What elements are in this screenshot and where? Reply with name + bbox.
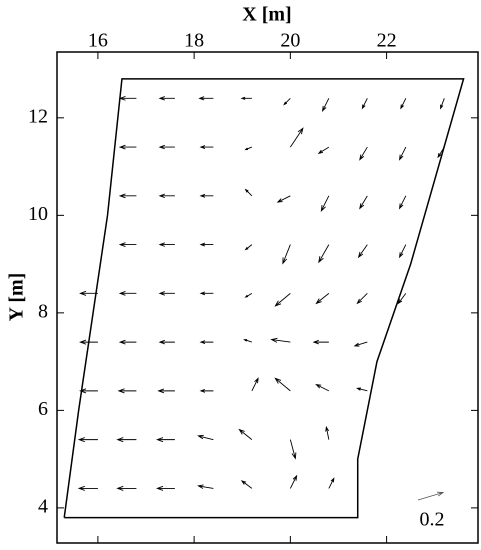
vector-arrow — [274, 293, 291, 307]
vector-arrow — [244, 244, 253, 251]
vector-arrow — [240, 96, 252, 100]
vector-arrow — [158, 144, 175, 150]
vector-arrow — [353, 341, 368, 347]
vector-arrow — [440, 98, 445, 110]
vector-arrow — [199, 193, 214, 198]
scale-key-label: 0.2 — [420, 509, 445, 531]
vector-arrow — [315, 384, 330, 392]
vector-arrow — [238, 428, 253, 440]
vector-arrow — [251, 377, 259, 392]
vector-arrow — [312, 339, 329, 345]
vector-arrow — [198, 96, 214, 101]
y-tick-label: 12 — [28, 105, 48, 127]
vector-arrow — [199, 388, 214, 393]
vector-arrow — [199, 291, 214, 296]
vector-arrow — [79, 388, 98, 394]
vector-arrow — [156, 485, 175, 491]
vector-arrow — [118, 290, 137, 296]
vector-arrow — [118, 144, 137, 150]
vector-arrow — [359, 195, 368, 210]
y-tick-label: 10 — [28, 203, 48, 225]
scale-key-arrow — [417, 491, 445, 501]
vector-arrow — [116, 437, 137, 443]
vector-arrow — [320, 195, 330, 213]
vector-arrow — [282, 244, 291, 265]
vector-arrow — [289, 127, 304, 148]
vector-arrow — [397, 293, 407, 305]
vector-arrow — [321, 98, 330, 113]
vector-arrow — [243, 339, 253, 343]
vector-arrow — [356, 293, 368, 305]
x-tick-label: 22 — [377, 30, 397, 52]
vector-arrow — [398, 244, 407, 259]
vector-arrow — [197, 434, 214, 441]
vector-arrow — [158, 242, 175, 247]
vector-arrow — [118, 95, 137, 101]
vector-arrow — [276, 195, 291, 203]
vector-arrow — [398, 146, 407, 161]
vector-arrow — [270, 337, 291, 343]
vector-arrow — [116, 485, 137, 491]
x-tick-label: 18 — [184, 30, 204, 52]
vector-arrow — [400, 98, 407, 110]
vector-arrow — [289, 474, 298, 489]
vector-arrow — [357, 244, 368, 259]
vector-arrow — [318, 244, 330, 264]
vector-arrow — [118, 242, 137, 247]
vector-arrow — [118, 193, 137, 199]
vector-arrow — [359, 146, 368, 161]
domain-boundary — [63, 78, 465, 519]
vector-arrow — [244, 188, 253, 197]
x-axis-label: X [m] — [242, 4, 291, 26]
vector-arrow — [283, 98, 291, 106]
vector-arrow — [158, 291, 175, 296]
vector-arrow — [197, 484, 214, 489]
vector-arrow — [77, 437, 98, 443]
vector-arrow — [199, 340, 214, 345]
vector-arrow — [398, 195, 407, 210]
vector-arrow — [325, 425, 330, 440]
vector-arrow — [158, 339, 175, 345]
x-tick-label: 20 — [280, 30, 300, 52]
vector-arrow — [79, 290, 98, 296]
vector-arrow — [199, 242, 214, 247]
plot-frame — [56, 51, 479, 544]
y-tick-label: 6 — [38, 398, 48, 420]
vector-arrow — [274, 377, 291, 392]
vector-arrow — [315, 293, 330, 305]
y-axis-label: Y [m] — [6, 273, 28, 322]
vector-arrow — [156, 437, 175, 443]
vector-arrow — [118, 339, 137, 345]
vector-arrow — [317, 146, 330, 155]
vector-arrow — [437, 146, 445, 159]
vector-arrow — [244, 292, 253, 298]
vector-arrow — [328, 477, 335, 489]
vector-arrow — [117, 388, 137, 394]
x-tick-label: 16 — [88, 30, 108, 52]
vector-arrow — [361, 98, 368, 110]
y-tick-label: 8 — [38, 300, 48, 322]
vector-arrow — [158, 96, 175, 101]
y-tick-label: 4 — [38, 495, 48, 517]
vector-arrow — [240, 480, 253, 489]
vector-arrow — [244, 146, 253, 151]
vector-arrow — [77, 485, 98, 491]
vector-arrow — [158, 193, 175, 199]
vector-arrow — [79, 339, 98, 345]
vector-arrow — [157, 388, 175, 394]
vector-arrow — [356, 387, 368, 392]
vector-arrow — [289, 439, 297, 460]
vector-arrow — [199, 145, 214, 149]
